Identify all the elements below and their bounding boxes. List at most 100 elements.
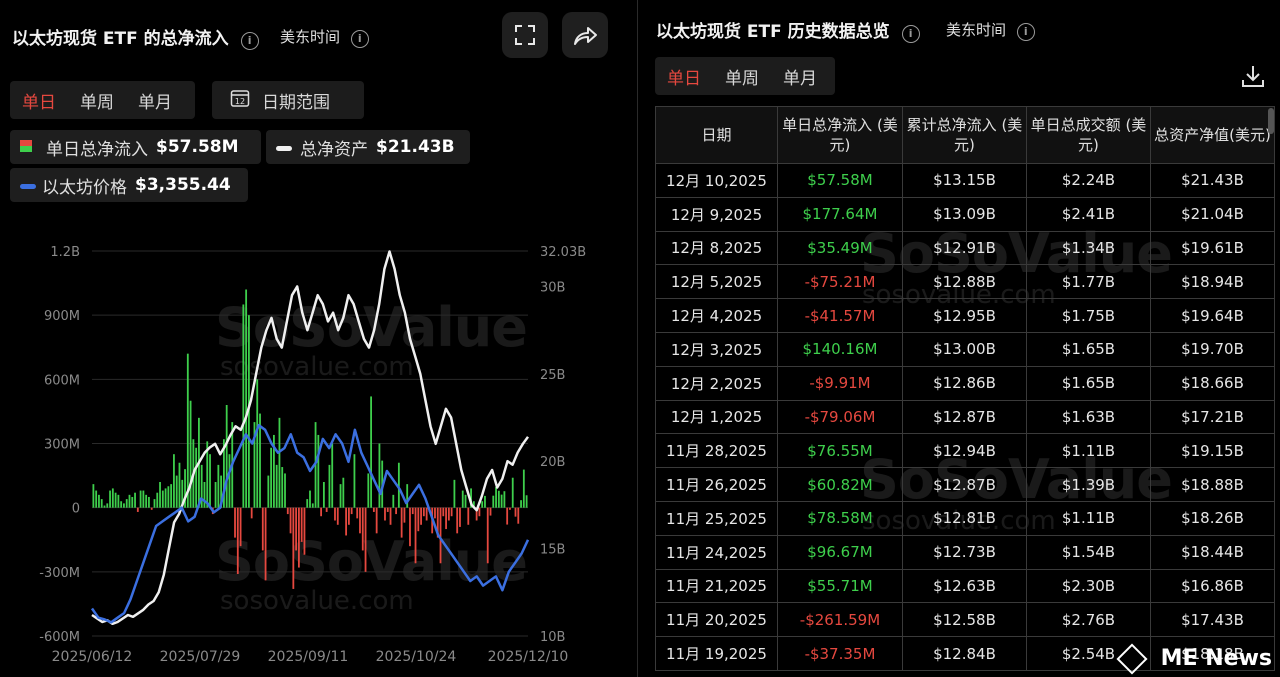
inflow-bar[interactable]	[256, 379, 259, 508]
inflow-bar[interactable]	[367, 473, 370, 508]
inflow-bar[interactable]	[345, 507, 348, 536]
inflow-bar[interactable]	[167, 486, 170, 508]
inflow-bar[interactable]	[506, 507, 509, 525]
inflow-bar[interactable]	[453, 479, 456, 508]
info-icon[interactable]: i	[901, 25, 920, 43]
table-row[interactable]: 12月 5,2025 -$75.21M $12.88B $1.77B $18.94B	[655, 264, 1276, 300]
inflow-bar[interactable]	[350, 507, 353, 515]
inflow-bar[interactable]	[447, 507, 450, 521]
inflow-bar[interactable]	[150, 507, 153, 510]
inflow-bar[interactable]	[481, 501, 484, 508]
inflow-bar[interactable]	[306, 499, 309, 508]
inflow-bar[interactable]	[372, 507, 375, 512]
inflow-bar[interactable]	[328, 464, 331, 508]
inflow-bar[interactable]	[311, 503, 314, 508]
inflow-bar[interactable]	[420, 507, 422, 525]
tab-weekly[interactable]: 单周	[725, 68, 759, 89]
inflow-bar[interactable]	[489, 507, 492, 516]
inflow-bar[interactable]	[439, 507, 442, 564]
inflow-bar[interactable]	[525, 495, 528, 508]
inflow-bar[interactable]	[500, 494, 503, 508]
inflow-bar[interactable]	[517, 507, 520, 524]
inflow-bar[interactable]	[303, 507, 306, 555]
inflow-bar[interactable]	[145, 494, 148, 508]
inflow-bar[interactable]	[236, 507, 239, 574]
inflow-bar[interactable]	[281, 467, 284, 508]
inflow-bar[interactable]	[245, 289, 248, 508]
total-assets-line[interactable]	[91, 250, 530, 626]
share-button[interactable]	[562, 12, 608, 58]
table-row[interactable]: 12月 10,2025 $57.58M $13.15B $2.24B $21.43B	[655, 163, 1276, 198]
inflow-bar[interactable]	[156, 492, 159, 508]
column-header-daily-volume[interactable]: 单日总成交额 (美元)	[1025, 106, 1151, 164]
inflow-bar[interactable]	[103, 505, 106, 508]
inflow-bar[interactable]	[178, 462, 181, 508]
inflow-bar[interactable]	[514, 507, 517, 517]
inflow-bar[interactable]	[492, 495, 495, 508]
table-row[interactable]: 12月 9,2025 $177.64M $13.09B $2.41B $21.04B	[655, 196, 1276, 232]
inflow-bar[interactable]	[486, 507, 489, 564]
inflow-bar[interactable]	[228, 454, 231, 508]
inflow-bar[interactable]	[470, 488, 472, 508]
inflow-bar[interactable]	[270, 447, 273, 508]
inflow-bar[interactable]	[522, 469, 525, 508]
info-icon[interactable]: i	[240, 32, 259, 50]
inflow-bar[interactable]	[128, 494, 131, 508]
inflow-bar[interactable]	[509, 507, 511, 510]
inflow-bar[interactable]	[286, 507, 289, 515]
inflow-bar[interactable]	[272, 434, 275, 508]
inflow-bar[interactable]	[397, 462, 400, 508]
inflow-bar[interactable]	[464, 494, 467, 508]
inflow-bar[interactable]	[109, 490, 111, 508]
inflow-bar[interactable]	[139, 490, 142, 508]
inflow-bar[interactable]	[220, 475, 223, 508]
inflow-bar[interactable]	[400, 507, 403, 538]
inflow-bar[interactable]	[386, 507, 389, 512]
inflow-bar[interactable]	[200, 464, 203, 508]
table-row[interactable]: 11月 19,2025 -$37.35M $12.84B $2.54B $18.18B	[655, 636, 1276, 671]
inflow-bar[interactable]	[422, 507, 425, 517]
table-row[interactable]: 12月 2,2025 -$9.91M $12.86B $1.65B $18.66B	[655, 365, 1276, 401]
inflow-bar[interactable]	[164, 488, 167, 508]
inflow-bar[interactable]	[495, 486, 497, 508]
table-row[interactable]: 12月 1,2025 -$79.06M $12.87B $1.63B $17.21B	[655, 399, 1276, 435]
table-row[interactable]: 11月 26,2025 $60.82M $12.87B $1.39B $18.88B	[655, 467, 1276, 502]
legend-eth-price[interactable]: 以太坊价格 $3,355.44	[10, 168, 248, 202]
table-row[interactable]: 12月 8,2025 $35.49M $12.91B $1.34B $19.61B	[655, 230, 1276, 266]
inflow-bar[interactable]	[331, 443, 334, 508]
timezone-info-icon[interactable]: i	[350, 30, 369, 48]
column-header-date[interactable]: 日期	[655, 106, 778, 164]
tab-monthly[interactable]: 单月	[783, 68, 817, 89]
inflow-bar[interactable]	[289, 507, 292, 534]
inflow-bar[interactable]	[92, 484, 95, 508]
download-button[interactable]	[1240, 64, 1266, 92]
table-row[interactable]: 11月 21,2025 $55.71M $12.63B $2.30B $16.86B	[655, 568, 1276, 604]
table-row[interactable]: 11月 20,2025 -$261.59M $12.58B $2.76B $17.43B	[655, 602, 1276, 638]
column-header-cumulative-inflow[interactable]: 累计总净流入 (美元)	[901, 106, 1027, 164]
inflow-bar[interactable]	[142, 490, 145, 508]
inflow-bar[interactable]	[223, 439, 225, 508]
inflow-bar[interactable]	[336, 507, 339, 525]
inflow-bar[interactable]	[417, 507, 420, 532]
inflow-bar[interactable]	[320, 507, 323, 517]
table-row[interactable]: 11月 28,2025 $76.55M $12.94B $1.11B $19.15B	[655, 433, 1276, 469]
inflow-bar[interactable]	[295, 507, 298, 551]
column-header-net-assets[interactable]: 总资产净值(美元)	[1149, 106, 1276, 164]
inflow-bar[interactable]	[375, 507, 378, 534]
legend-daily-inflow[interactable]: 单日总净流入 $57.58M	[10, 130, 261, 164]
tab-weekly[interactable]: 单周	[80, 92, 114, 113]
eth-price-line[interactable]	[90, 423, 530, 624]
inflow-bar[interactable]	[309, 490, 311, 508]
inflow-bar[interactable]	[175, 475, 178, 508]
inflow-bar[interactable]	[520, 500, 522, 508]
inflow-bar[interactable]	[406, 484, 409, 508]
inflow-bar[interactable]	[203, 482, 206, 508]
inflow-bar[interactable]	[364, 507, 367, 572]
inflow-bar[interactable]	[234, 507, 236, 538]
inflow-bar[interactable]	[123, 503, 125, 508]
inflow-bar[interactable]	[403, 507, 406, 523]
inflow-bar[interactable]	[342, 477, 345, 508]
inflow-bar[interactable]	[456, 507, 459, 534]
inflow-bar[interactable]	[467, 507, 470, 525]
inflow-bar[interactable]	[131, 496, 134, 508]
